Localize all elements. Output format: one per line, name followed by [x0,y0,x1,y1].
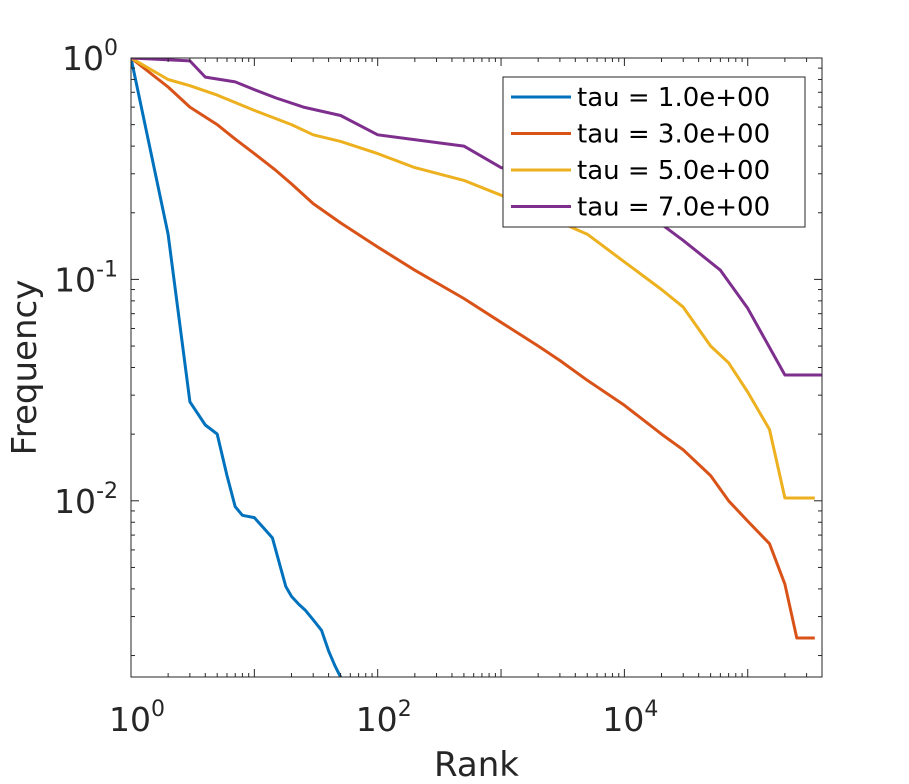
x-tick-label-2: 102 [356,697,412,739]
axes: 100 102 104 100 10-1 10-2 Rank Frequency [5,36,823,784]
legend-label-4: tau = 7.0e+00 [577,193,770,223]
legend: tau = 1.0e+00 tau = 3.0e+00 tau = 5.0e+00 t… [502,76,806,228]
legend-label-3: tau = 5.0e+00 [577,156,770,186]
y-axis-title: Frequency [5,280,45,456]
x-tick-label-1: 100 [109,697,165,739]
plot-area [131,58,822,677]
legend-label-2: tau = 3.0e+00 [577,120,770,150]
y-tick-label-3: 10-2 [54,479,118,521]
x-tick-label-3: 104 [602,697,658,739]
series-line-4 [131,58,822,377]
series-line-3 [131,58,815,500]
y-tick-label-2: 10-1 [54,257,118,299]
series-line-1 [131,58,342,677]
y-tick-label-1: 100 [62,36,118,78]
legend-box [502,76,806,228]
legend-label-1: tau = 1.0e+00 [577,83,770,113]
x-axis-title: Rank [434,745,519,784]
series-line-2 [131,58,815,640]
